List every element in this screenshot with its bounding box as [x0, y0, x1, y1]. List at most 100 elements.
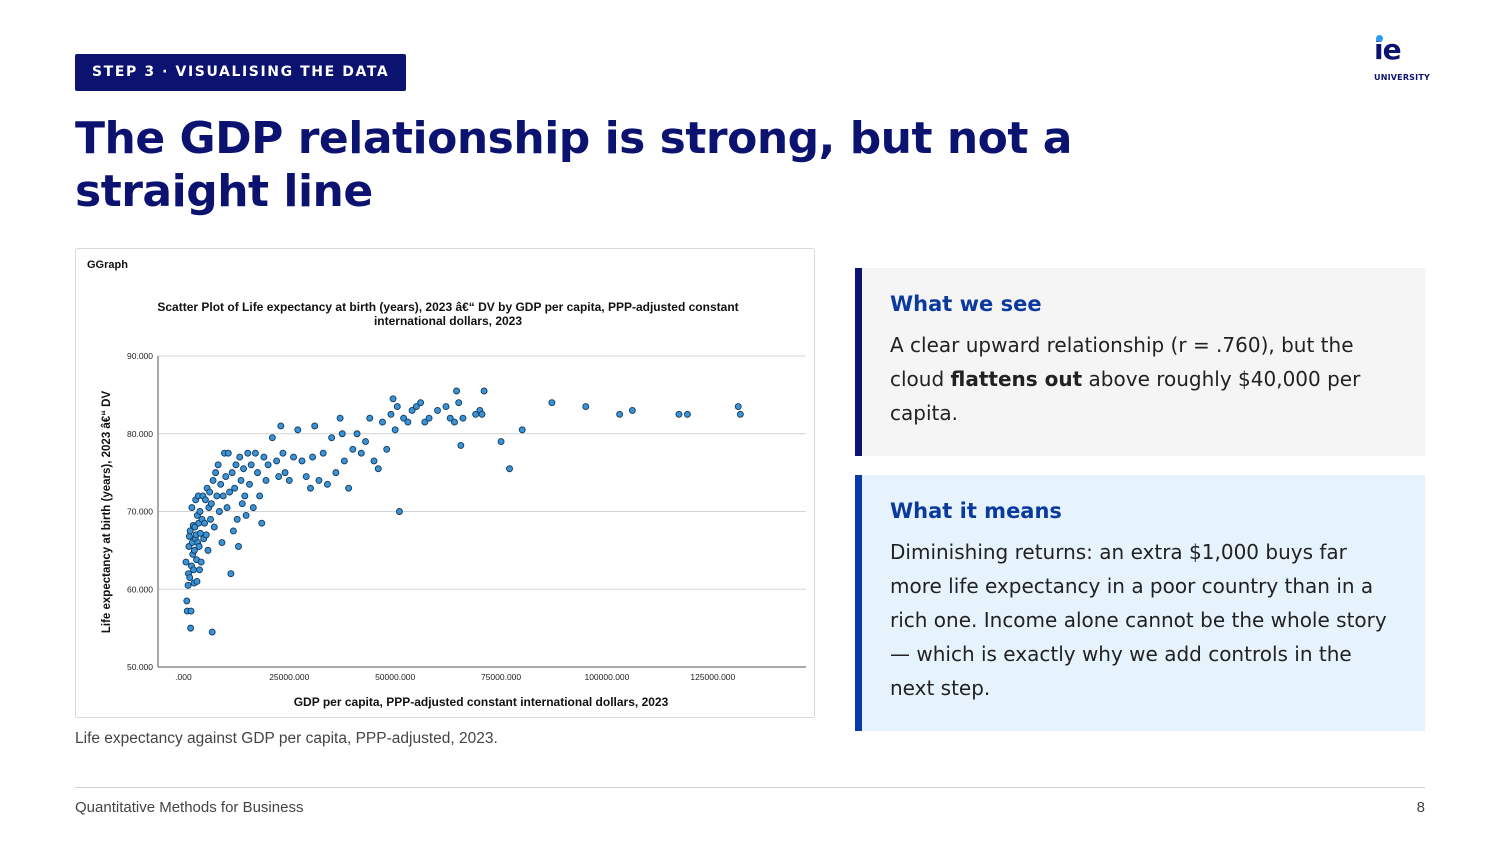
data-point	[202, 531, 210, 539]
data-point	[214, 461, 222, 469]
card-heading: What it means	[890, 499, 1062, 523]
data-point	[229, 527, 237, 535]
data-point	[417, 399, 425, 407]
data-point	[223, 504, 231, 512]
data-point	[238, 500, 246, 508]
data-point	[242, 511, 250, 519]
data-point	[506, 465, 513, 473]
data-point	[332, 469, 340, 477]
data-point	[362, 438, 369, 445]
data-point	[453, 387, 461, 395]
data-point	[315, 476, 323, 484]
data-point	[258, 519, 266, 527]
data-point	[294, 426, 302, 434]
data-point	[353, 430, 361, 438]
data-point	[434, 406, 441, 414]
data-point	[226, 488, 234, 496]
data-point	[307, 484, 314, 492]
data-point	[548, 399, 556, 407]
data-point	[190, 546, 198, 554]
data-point	[311, 422, 319, 430]
logo-subtext: UNIVERSITY	[1374, 73, 1430, 82]
data-point	[241, 492, 249, 500]
data-point	[235, 543, 242, 550]
chart-title-line2: international dollars, 2023	[374, 314, 522, 328]
data-point	[244, 449, 252, 457]
data-point	[338, 430, 346, 438]
data-point	[184, 581, 192, 589]
data-point	[400, 414, 408, 422]
data-point	[497, 438, 505, 445]
y-tick-labels: 50.000 60.000 70.000 80.000 90.000	[127, 351, 153, 672]
card-body-emphasis: flattens out	[950, 367, 1083, 391]
data-point	[379, 418, 386, 426]
y-axis-label: Life expectancy at birth (years), 2023 â…	[101, 391, 113, 634]
data-point	[212, 469, 220, 477]
data-point	[207, 515, 214, 523]
data-point	[237, 476, 245, 484]
data-point	[193, 578, 201, 585]
scatter-chart: GGraph Scatter Plot of Life expectancy a…	[87, 259, 806, 709]
data-point	[451, 418, 458, 426]
data-point	[227, 570, 235, 578]
data-point	[186, 527, 194, 535]
chart-title-line1: Scatter Plot of Life expectancy at birth…	[157, 300, 738, 314]
data-point	[349, 445, 357, 453]
card-heading: What we see	[890, 292, 1042, 316]
data-point	[182, 558, 190, 566]
y-tick-label: 70.000	[127, 507, 153, 517]
data-point	[196, 566, 203, 574]
data-point	[196, 529, 204, 537]
data-point	[217, 480, 225, 488]
data-point	[412, 403, 420, 410]
card-body: A clear upward relationship (r = .760), …	[890, 328, 1395, 430]
data-point	[222, 473, 230, 480]
data-point	[256, 492, 264, 500]
x-tick-label: 50000.000	[375, 672, 415, 682]
footer-divider	[75, 787, 1425, 788]
data-point	[201, 496, 209, 504]
data-point	[374, 465, 382, 473]
data-points	[182, 387, 744, 636]
data-point	[208, 628, 216, 636]
footer-course-name: Quantitative Methods for Business	[75, 799, 304, 816]
data-point	[247, 461, 255, 469]
data-point	[201, 519, 209, 527]
data-point	[219, 492, 227, 500]
data-point	[302, 473, 310, 480]
data-point	[285, 476, 293, 484]
data-point	[391, 426, 399, 434]
card-body-text-end: above roughly $40,000 per capita.	[890, 367, 1361, 425]
data-point	[204, 546, 212, 554]
data-point	[616, 410, 624, 418]
x-tick-label: 25000.000	[269, 672, 309, 682]
data-point	[309, 453, 317, 461]
data-point	[209, 476, 217, 484]
card-accent-bar	[855, 268, 862, 456]
data-point	[421, 418, 429, 426]
data-point	[260, 453, 268, 461]
data-point	[240, 465, 248, 473]
chart-caption: Life expectancy against GDP per capita, …	[75, 730, 498, 747]
what-we-see-card: What we see A clear upward relationship …	[855, 268, 1425, 456]
data-point	[357, 449, 365, 457]
x-tick-labels: .000 25000.000 50000.000 75000.000 100000.00…	[175, 672, 735, 682]
data-point	[232, 461, 240, 469]
data-point	[683, 410, 691, 418]
what-it-means-card: What it means Diminishing returns: an ex…	[855, 475, 1425, 731]
data-point	[264, 461, 272, 469]
data-point	[442, 403, 450, 410]
data-point	[387, 410, 395, 418]
data-point	[455, 399, 463, 407]
data-point	[298, 457, 306, 465]
ie-university-logo: ie UNIVERSITY	[1372, 33, 1432, 85]
data-point	[183, 597, 191, 605]
data-point	[224, 449, 232, 457]
data-point	[582, 403, 590, 410]
data-point	[734, 403, 742, 410]
step-badge: STEP 3 · VISUALISING THE DATA	[75, 54, 407, 91]
data-point	[319, 449, 327, 457]
page-number: 8	[1416, 799, 1425, 816]
data-point	[249, 504, 257, 512]
data-point	[190, 566, 198, 574]
